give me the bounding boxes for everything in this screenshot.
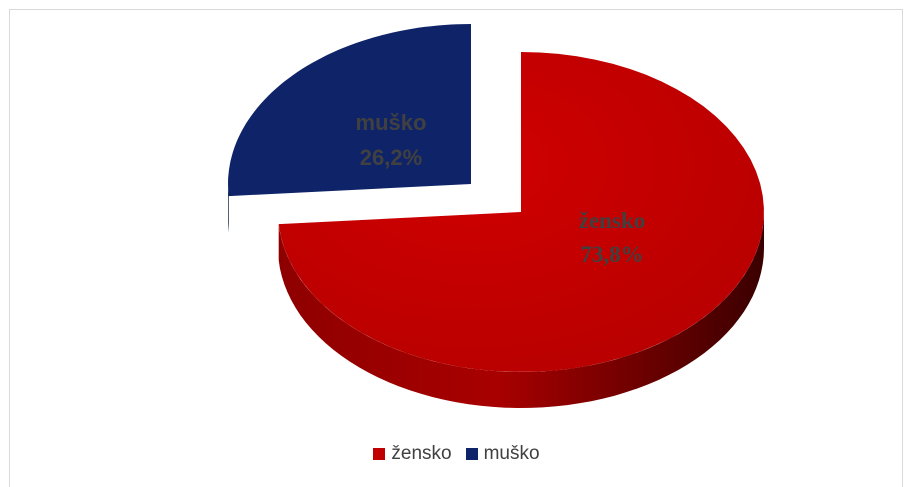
slice-musko — [228, 24, 471, 197]
legend-label-musko: muško — [483, 443, 540, 464]
legend-item-zensko: žensko — [373, 443, 452, 465]
slice-side-musko — [228, 184, 229, 233]
legend-label-zensko: žensko — [391, 443, 452, 464]
data-label-zensko-value: 73,8% — [580, 242, 643, 267]
slice-side-zensko — [278, 212, 764, 408]
legend-swatch-musko — [465, 448, 478, 460]
legend-item-musko: muško — [465, 443, 540, 465]
slice-zensko — [278, 52, 764, 372]
data-label-musko-value: 26,2% — [360, 145, 422, 170]
legend-swatch-zensko — [373, 448, 386, 460]
legend: žensko muško — [0, 443, 913, 465]
data-label-zensko-name: žensko — [579, 208, 645, 233]
data-label-musko-name: muško — [356, 110, 427, 135]
